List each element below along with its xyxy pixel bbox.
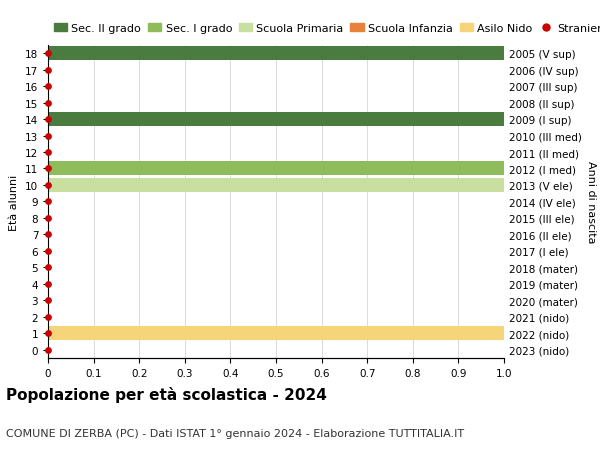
Point	[43, 165, 53, 173]
Point	[43, 83, 53, 90]
Legend: Sec. II grado, Sec. I grado, Scuola Primaria, Scuola Infanzia, Asilo Nido, Stran: Sec. II grado, Sec. I grado, Scuola Prim…	[53, 24, 600, 34]
Bar	[48, 179, 504, 192]
Text: Popolazione per età scolastica - 2024: Popolazione per età scolastica - 2024	[6, 386, 327, 403]
Point	[43, 133, 53, 140]
Bar	[48, 326, 504, 341]
Point	[43, 297, 53, 304]
Point	[43, 264, 53, 271]
Point	[43, 280, 53, 288]
Point	[43, 182, 53, 189]
Point	[43, 231, 53, 239]
Point	[43, 198, 53, 206]
Point	[43, 346, 53, 353]
Point	[43, 67, 53, 74]
Point	[43, 100, 53, 107]
Text: COMUNE DI ZERBA (PC) - Dati ISTAT 1° gennaio 2024 - Elaborazione TUTTITALIA.IT: COMUNE DI ZERBA (PC) - Dati ISTAT 1° gen…	[6, 428, 464, 438]
Y-axis label: Anni di nascita: Anni di nascita	[586, 161, 596, 243]
Point	[43, 247, 53, 255]
Bar	[48, 113, 504, 127]
Point	[43, 215, 53, 222]
Bar	[48, 47, 504, 61]
Point	[43, 50, 53, 58]
Y-axis label: Età alunni: Età alunni	[10, 174, 19, 230]
Point	[43, 116, 53, 123]
Point	[43, 313, 53, 321]
Point	[43, 149, 53, 157]
Bar	[48, 162, 504, 176]
Point	[43, 330, 53, 337]
